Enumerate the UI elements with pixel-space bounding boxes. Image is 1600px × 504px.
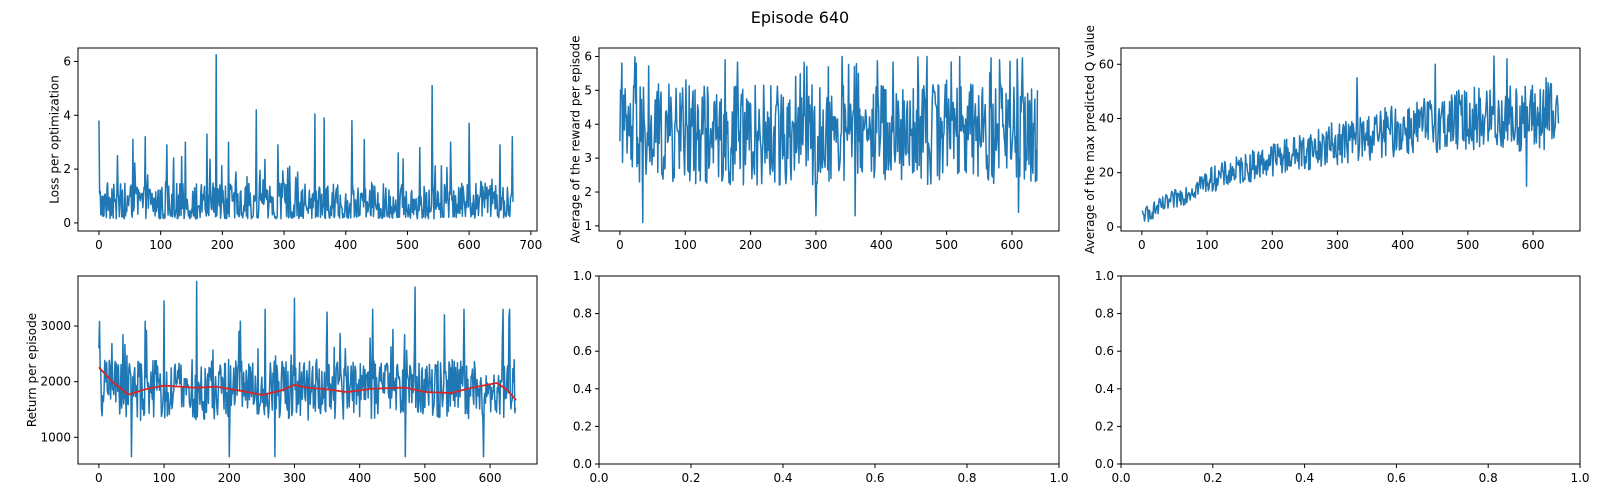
x-tick-label-empty-2: 0.0 (1111, 471, 1130, 485)
y-tick-label-avg-reward: 1 (584, 219, 592, 233)
x-tick-label-avg-reward: 500 (935, 238, 958, 252)
x-tick-label-empty-2: 0.6 (1387, 471, 1406, 485)
x-tick-label-avg-reward: 200 (739, 238, 762, 252)
y-tick-label-empty-2: 1.0 (1095, 269, 1114, 283)
y-tick-label-empty-2: 0.4 (1095, 382, 1114, 396)
x-tick-label-loss: 0 (95, 238, 103, 252)
x-tick-label-return: 400 (348, 471, 371, 485)
series-line-return-0 (98, 280, 517, 458)
y-tick-label-loss: 6 (63, 54, 71, 68)
y-axis-label-avg-reward: Average of the reward per episode (569, 35, 583, 243)
y-tick-label-loss: 2 (63, 162, 71, 176)
x-tick-label-loss: 700 (519, 238, 542, 252)
x-tick-label-return: 500 (413, 471, 436, 485)
y-tick-label-empty-1: 0.0 (573, 457, 592, 471)
x-tick-label-avg-reward: 400 (870, 238, 893, 252)
y-axis-label-max-q: Average of the max predicted Q value (1083, 25, 1097, 254)
y-axis-label-loss: Loss per optimization (48, 75, 62, 204)
y-tick-label-empty-2: 0.6 (1095, 344, 1114, 358)
y-tick-label-empty-1: 0.8 (573, 307, 592, 321)
y-tick-label-return: 3000 (40, 319, 71, 333)
series-line-avg-reward-0 (619, 55, 1039, 224)
x-tick-label-loss: 100 (149, 238, 172, 252)
series-line-return-1 (98, 366, 517, 401)
x-tick-label-return: 0 (95, 471, 103, 485)
axes-frame-empty-1 (598, 275, 1060, 465)
x-tick-label-avg-reward: 100 (674, 238, 697, 252)
series-line-loss-0 (98, 53, 514, 220)
axes-frame-avg-reward (598, 47, 1060, 232)
axes-frame-return (77, 275, 538, 465)
subplot-empty-2: 0.0 0.2 0.4 0.6 0.8 1.0 0.0 0.2 0.4 0.6 0.8 1.0 (1095, 269, 1590, 485)
subplot-empty-1: 0.0 0.2 0.4 0.6 0.8 1.0 0.0 0.2 0.4 0.6 0.8 1.0 (573, 269, 1069, 485)
x-tick-label-empty-1: 0.8 (957, 471, 976, 485)
y-tick-label-return: 1000 (40, 430, 71, 444)
y-tick-label-loss: 4 (63, 108, 71, 122)
figure-suptitle: Episode 640 (750, 8, 850, 27)
y-tick-label-max-q: 60 (1099, 57, 1114, 71)
x-tick-label-loss: 600 (458, 238, 481, 252)
x-tick-label-max-q: 100 (1196, 238, 1219, 252)
x-tick-label-avg-reward: 0 (616, 238, 624, 252)
x-tick-label-empty-1: 0.2 (681, 471, 700, 485)
x-tick-label-avg-reward: 300 (804, 238, 827, 252)
y-tick-label-max-q: 20 (1099, 166, 1114, 180)
y-tick-label-loss: 0 (63, 216, 71, 230)
y-axis-label-return: Return per episode (25, 313, 39, 427)
x-tick-label-loss: 300 (273, 238, 296, 252)
y-tick-label-empty-2: 0.8 (1095, 307, 1114, 321)
x-tick-label-max-q: 400 (1391, 238, 1414, 252)
x-tick-label-return: 600 (479, 471, 502, 485)
y-tick-label-empty-1: 0.2 (573, 419, 592, 433)
x-tick-label-max-q: 300 (1326, 238, 1349, 252)
x-tick-label-max-q: 600 (1522, 238, 1545, 252)
y-tick-label-empty-2: 0.2 (1095, 419, 1114, 433)
x-tick-label-max-q: 200 (1261, 238, 1284, 252)
y-tick-label-avg-reward: 4 (584, 117, 592, 131)
x-tick-label-empty-2: 0.4 (1295, 471, 1314, 485)
y-tick-label-empty-2: 0.0 (1095, 457, 1114, 471)
x-tick-label-empty-2: 0.8 (1479, 471, 1498, 485)
x-tick-label-return: 300 (283, 471, 306, 485)
x-tick-label-max-q: 500 (1456, 238, 1479, 252)
y-tick-label-avg-reward: 6 (584, 49, 592, 63)
x-tick-label-return: 100 (153, 471, 176, 485)
axes-frame-loss (77, 47, 538, 232)
y-tick-label-empty-1: 0.4 (573, 382, 592, 396)
y-tick-label-max-q: 40 (1099, 111, 1114, 125)
x-tick-label-empty-1: 0.6 (865, 471, 884, 485)
y-tick-label-max-q: 0 (1106, 220, 1114, 234)
x-tick-label-loss: 400 (334, 238, 357, 252)
x-tick-label-empty-1: 0.4 (773, 471, 792, 485)
y-tick-label-avg-reward: 2 (584, 185, 592, 199)
x-tick-label-empty-1: 0.0 (589, 471, 608, 485)
y-tick-label-empty-1: 1.0 (573, 269, 592, 283)
x-tick-label-avg-reward: 600 (1001, 238, 1024, 252)
axes-frame-max-q (1120, 47, 1581, 232)
x-tick-label-max-q: 0 (1138, 238, 1146, 252)
x-tick-label-loss: 500 (396, 238, 419, 252)
y-tick-label-avg-reward: 5 (584, 83, 592, 97)
series-line-max-q-0 (1141, 55, 1560, 223)
x-tick-label-empty-2: 0.2 (1203, 471, 1222, 485)
x-tick-label-loss: 200 (211, 238, 234, 252)
y-tick-label-avg-reward: 3 (584, 151, 592, 165)
axes-frame-empty-2 (1120, 275, 1581, 465)
x-tick-label-empty-1: 1.0 (1049, 471, 1068, 485)
x-tick-label-empty-2: 1.0 (1570, 471, 1589, 485)
y-tick-label-empty-1: 0.6 (573, 344, 592, 358)
x-tick-label-return: 200 (218, 471, 241, 485)
y-tick-label-return: 2000 (40, 375, 71, 389)
